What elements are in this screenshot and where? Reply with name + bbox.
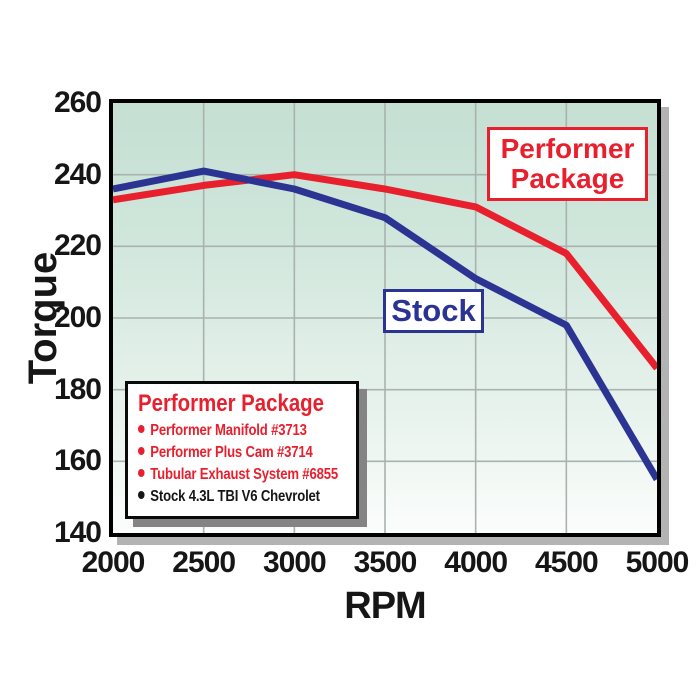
legend-item: Stock 4.3L TBI V6 Chevrolet xyxy=(138,486,320,508)
legend-item: Performer Manifold #3713 xyxy=(138,420,313,442)
legend-item: Performer Plus Cam #3714 xyxy=(138,442,313,464)
legend-item-label: Performer Manifold #3713 xyxy=(150,422,307,439)
x-tick-label: 5000 xyxy=(625,546,690,579)
plot-area: Performer Package Stock Performer Packag… xyxy=(109,99,661,537)
y-tick-label: 140 xyxy=(53,516,102,549)
performer-package-callout: Performer Package xyxy=(487,127,648,201)
legend-item-label: Stock 4.3L TBI V6 Chevrolet xyxy=(150,488,320,505)
legend-box: Performer Package Performer Manifold #37… xyxy=(125,381,359,519)
legend-bullet-icon xyxy=(138,469,145,477)
y-tick-label: 200 xyxy=(53,301,102,334)
x-tick-label: 4500 xyxy=(534,546,599,579)
x-tick-label: 2000 xyxy=(81,546,146,579)
legend-item-label: Performer Plus Cam #3714 xyxy=(150,444,313,461)
x-tick-label: 4000 xyxy=(444,546,508,579)
y-tick-label: 220 xyxy=(53,229,102,263)
stock-line xyxy=(113,167,657,482)
legend-bullet-icon xyxy=(138,425,145,433)
stock-callout: Stock xyxy=(383,289,484,333)
legend-item: Tubular Exhaust System #6855 xyxy=(138,464,338,486)
x-tick-label: 2500 xyxy=(172,546,236,579)
y-tick-label: 160 xyxy=(53,444,102,478)
x-tick-label: 3500 xyxy=(353,546,418,579)
legend-bullet-icon xyxy=(138,491,145,499)
legend-bullet-icon xyxy=(138,447,145,455)
performer-package-line xyxy=(113,171,657,371)
x-axis-title: RPM xyxy=(344,585,426,627)
y-tick-label: 180 xyxy=(53,372,102,406)
y-tick-label: 260 xyxy=(53,86,102,119)
legend-title: Performer Package xyxy=(138,390,324,417)
y-tick-label: 240 xyxy=(53,157,102,191)
x-tick-label: 3000 xyxy=(262,546,327,579)
legend-item-list: Performer Manifold #3713 Performer Plus C… xyxy=(138,420,352,508)
plot-svg xyxy=(113,103,657,533)
legend-item-label: Tubular Exhaust System #6855 xyxy=(150,466,338,483)
